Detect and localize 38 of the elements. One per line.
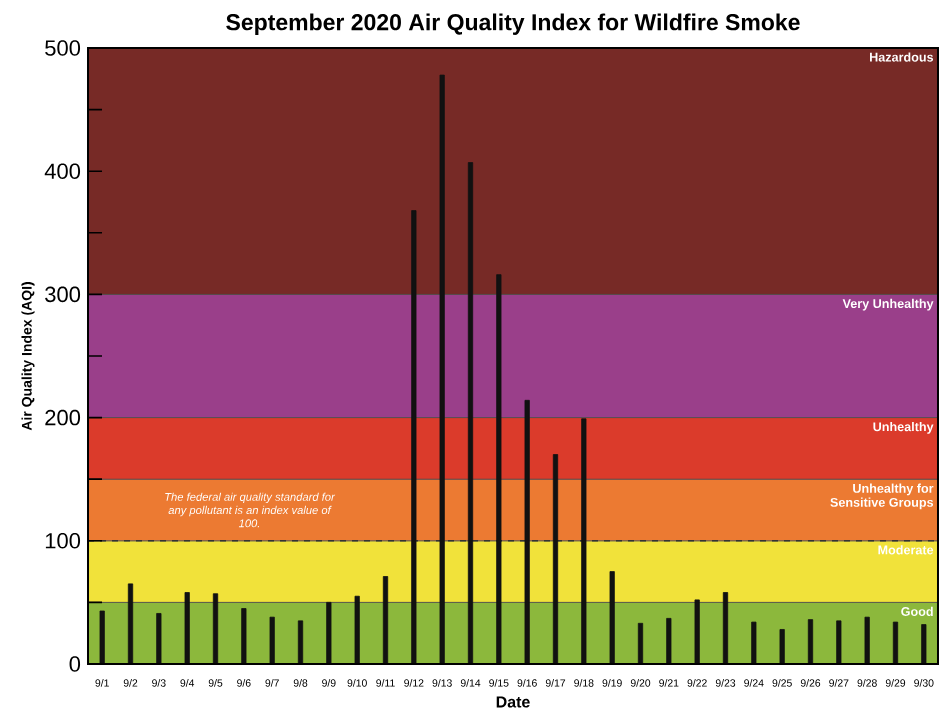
bar [99,610,105,665]
bar [552,454,559,665]
chart-title: September 2020 Air Quality Index for Wildfire Smoke [226,13,800,35]
y-tick-label: 100 [45,533,81,549]
bar [807,619,814,665]
y-tick-label: 300 [45,286,81,303]
bar [921,624,927,665]
bar [354,595,360,665]
bar [836,620,842,665]
bar [694,599,700,665]
bar [637,622,644,665]
bar [326,601,332,665]
bar [609,571,615,665]
bar [892,621,899,665]
y-tick-label: 200 [45,409,81,426]
bar [411,210,417,665]
bar [467,162,474,665]
bar [722,592,729,665]
bar [156,613,162,665]
bar [779,629,785,665]
bar [382,576,389,665]
x-axis-title: Date [496,696,530,708]
y-tick-label: 400 [44,163,81,179]
bar [581,418,587,665]
bar [241,608,247,665]
bar [751,621,757,665]
y-tick-label: 0 [69,656,81,672]
bar [524,399,530,665]
y-tick-label: 500 [45,40,81,56]
bar [127,583,134,665]
bar [184,592,190,665]
bar [439,74,445,665]
bar [297,620,304,665]
bar [666,617,672,665]
bar [269,616,275,665]
bar [212,593,219,665]
bar [864,616,870,665]
bar [496,274,502,665]
